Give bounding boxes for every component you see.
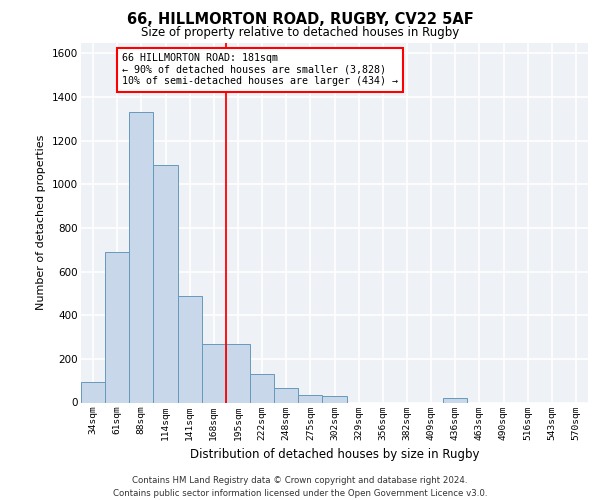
Bar bbox=[178, 296, 202, 403]
Bar bbox=[250, 374, 274, 402]
Text: 66, HILLMORTON ROAD, RUGBY, CV22 5AF: 66, HILLMORTON ROAD, RUGBY, CV22 5AF bbox=[127, 12, 473, 28]
Y-axis label: Number of detached properties: Number of detached properties bbox=[37, 135, 46, 310]
Bar bbox=[443, 398, 467, 402]
Bar bbox=[274, 388, 298, 402]
Text: 66 HILLMORTON ROAD: 181sqm
← 90% of detached houses are smaller (3,828)
10% of s: 66 HILLMORTON ROAD: 181sqm ← 90% of deta… bbox=[122, 54, 398, 86]
Bar bbox=[322, 396, 347, 402]
Text: Size of property relative to detached houses in Rugby: Size of property relative to detached ho… bbox=[141, 26, 459, 39]
Bar bbox=[129, 112, 154, 403]
Bar bbox=[154, 164, 178, 402]
Text: Contains HM Land Registry data © Crown copyright and database right 2024.
Contai: Contains HM Land Registry data © Crown c… bbox=[113, 476, 487, 498]
Bar bbox=[202, 344, 226, 402]
X-axis label: Distribution of detached houses by size in Rugby: Distribution of detached houses by size … bbox=[190, 448, 479, 461]
Bar bbox=[226, 344, 250, 402]
Bar bbox=[105, 252, 129, 402]
Bar bbox=[81, 382, 105, 402]
Bar bbox=[298, 395, 322, 402]
